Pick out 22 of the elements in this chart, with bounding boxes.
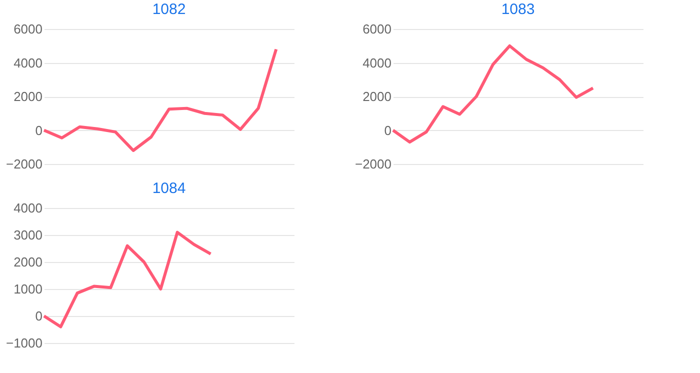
y-tick-label: 0 [35, 308, 42, 324]
y-tick-label: 4000 [14, 200, 42, 216]
y-tick-label: −2000 [6, 156, 42, 172]
line-series [392, 44, 594, 144]
y-tick-label: 2000 [362, 89, 392, 104]
y-tick-label: 6000 [362, 22, 392, 36]
y-tick-label: 4000 [362, 55, 392, 70]
y-tick-label: 1000 [14, 282, 42, 296]
y-tick-label: 2000 [14, 89, 42, 104]
line-series [42, 48, 278, 152]
y-tick-label: −1000 [6, 336, 42, 350]
chart-title: 1083 [501, 1, 535, 18]
y-tick-label: 0 [35, 122, 42, 138]
y-tick-label: 6000 [14, 22, 42, 36]
chart-title: 1084 [152, 180, 186, 197]
y-tick-label: 2000 [14, 254, 42, 270]
line-series [42, 230, 212, 328]
chart-title: 1082 [152, 1, 186, 18]
y-tick-label: 3000 [14, 228, 42, 242]
y-tick-label: −2000 [354, 156, 392, 172]
y-tick-label: 0 [384, 122, 392, 138]
y-tick-label: 4000 [14, 55, 42, 70]
